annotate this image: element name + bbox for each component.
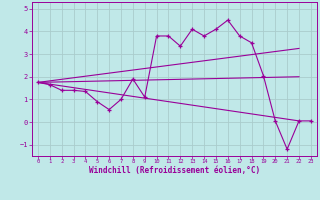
X-axis label: Windchill (Refroidissement éolien,°C): Windchill (Refroidissement éolien,°C) bbox=[89, 166, 260, 175]
